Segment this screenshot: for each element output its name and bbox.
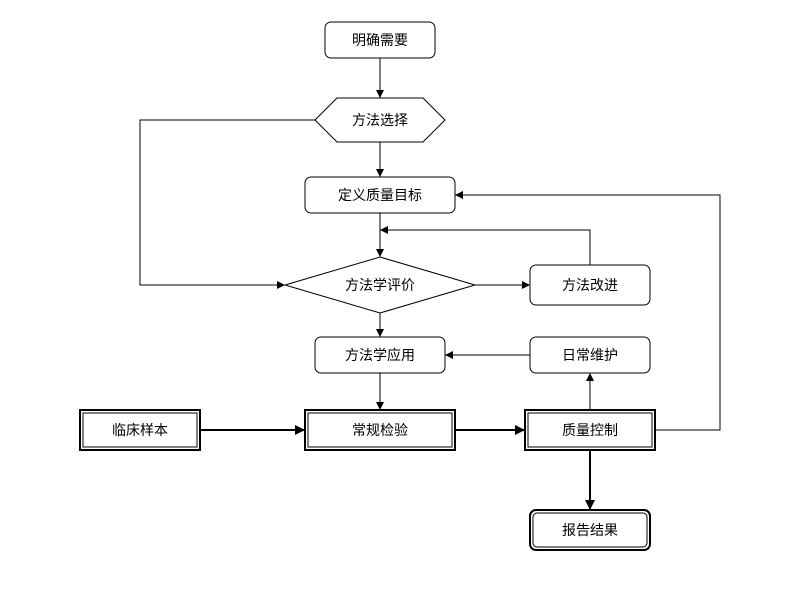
node-n1: 明确需要 (325, 22, 435, 58)
node-label: 定义质量目标 (338, 187, 422, 203)
node-label: 方法学应用 (345, 347, 415, 363)
node-label: 质量控制 (562, 422, 618, 438)
node-n11: 报告结果 (530, 510, 650, 550)
node-label: 方法选择 (352, 112, 408, 128)
node-label: 明确需要 (352, 32, 408, 48)
node-label: 方法改进 (562, 277, 618, 293)
node-n7: 日常维护 (530, 337, 650, 373)
node-n9: 常规检验 (305, 410, 455, 450)
edge (380, 230, 590, 265)
edge (140, 120, 315, 285)
node-label: 临床样本 (112, 422, 168, 438)
node-n2: 方法选择 (315, 98, 445, 142)
node-n3: 定义质量目标 (305, 177, 455, 213)
node-label: 常规检验 (352, 422, 408, 438)
node-label: 方法学评价 (345, 277, 415, 293)
node-n6: 方法学应用 (315, 337, 445, 373)
node-n5: 方法改进 (530, 265, 650, 305)
node-n8: 临床样本 (80, 410, 200, 450)
flowchart: 明确需要方法选择定义质量目标方法学评价 方法改进方法学应用 日常维护临床样本 常规检验… (0, 0, 800, 600)
node-label: 日常维护 (562, 347, 618, 363)
node-label: 报告结果 (562, 522, 618, 538)
node-n4: 方法学评价 (285, 257, 475, 313)
node-n10: 质量控制 (525, 410, 655, 450)
